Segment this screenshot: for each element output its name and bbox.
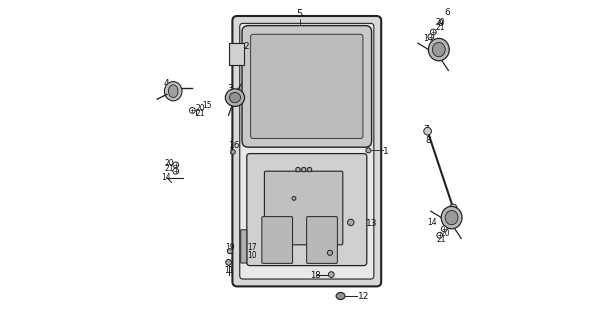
Circle shape — [226, 260, 231, 265]
Ellipse shape — [168, 85, 178, 98]
Circle shape — [227, 249, 233, 254]
Text: 3: 3 — [228, 84, 233, 92]
Text: 1: 1 — [384, 147, 389, 156]
Text: 8: 8 — [425, 136, 431, 145]
Text: 13: 13 — [366, 219, 378, 228]
Circle shape — [430, 29, 436, 35]
FancyBboxPatch shape — [240, 23, 374, 279]
FancyBboxPatch shape — [241, 230, 247, 263]
Text: 20: 20 — [441, 229, 450, 238]
Text: 17: 17 — [247, 244, 256, 252]
Circle shape — [292, 196, 296, 200]
Ellipse shape — [445, 211, 458, 225]
Text: 5: 5 — [296, 9, 302, 20]
Text: 15: 15 — [202, 101, 212, 110]
Circle shape — [428, 34, 434, 40]
FancyBboxPatch shape — [247, 154, 367, 266]
Text: 14: 14 — [428, 218, 437, 227]
Text: 2: 2 — [244, 42, 249, 51]
Circle shape — [449, 204, 457, 212]
Ellipse shape — [336, 292, 345, 300]
Text: 18: 18 — [310, 271, 321, 280]
FancyBboxPatch shape — [242, 26, 371, 147]
Text: 21: 21 — [196, 109, 205, 118]
FancyBboxPatch shape — [262, 217, 293, 263]
Circle shape — [329, 272, 334, 277]
Circle shape — [173, 168, 179, 174]
Text: 21: 21 — [436, 235, 446, 244]
Circle shape — [441, 226, 447, 232]
Circle shape — [437, 232, 442, 238]
Text: 18: 18 — [310, 249, 321, 258]
Text: 10: 10 — [247, 252, 256, 260]
Text: 20: 20 — [196, 104, 205, 113]
Circle shape — [366, 148, 371, 153]
Text: 14: 14 — [423, 34, 433, 43]
Text: 20: 20 — [165, 159, 174, 168]
Text: 21: 21 — [165, 164, 174, 172]
FancyBboxPatch shape — [251, 34, 363, 139]
Text: 6: 6 — [444, 8, 450, 17]
Text: 9: 9 — [438, 19, 444, 28]
FancyBboxPatch shape — [307, 217, 337, 263]
Ellipse shape — [230, 92, 241, 103]
Ellipse shape — [165, 82, 182, 101]
Circle shape — [231, 150, 235, 154]
Circle shape — [302, 167, 306, 172]
Ellipse shape — [225, 89, 245, 106]
Text: 19: 19 — [225, 244, 235, 252]
FancyBboxPatch shape — [228, 43, 244, 65]
Circle shape — [424, 127, 431, 135]
Text: 14: 14 — [162, 173, 171, 182]
Text: 12: 12 — [358, 292, 370, 301]
Circle shape — [348, 219, 354, 226]
Ellipse shape — [441, 206, 462, 229]
FancyBboxPatch shape — [264, 171, 343, 245]
Text: 16: 16 — [230, 141, 241, 150]
Text: 21: 21 — [436, 23, 445, 32]
Circle shape — [307, 167, 312, 172]
Circle shape — [327, 250, 332, 255]
Text: 20: 20 — [436, 18, 445, 27]
Text: 4: 4 — [163, 79, 170, 88]
Ellipse shape — [428, 38, 449, 61]
Text: 7: 7 — [423, 125, 428, 134]
Ellipse shape — [433, 43, 445, 57]
Circle shape — [173, 162, 179, 168]
Circle shape — [296, 167, 300, 172]
Text: 11: 11 — [224, 266, 234, 275]
Circle shape — [190, 108, 195, 113]
FancyBboxPatch shape — [233, 16, 381, 286]
